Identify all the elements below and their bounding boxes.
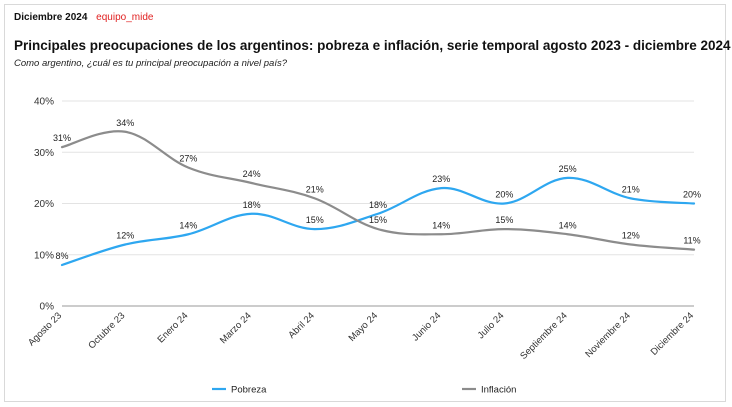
x-tick-label: Noviembre 24 bbox=[583, 310, 633, 360]
x-tick-label: Octubre 23 bbox=[86, 310, 127, 351]
x-tick-label: Agosto 23 bbox=[26, 310, 64, 348]
data-label: 24% bbox=[243, 169, 261, 179]
series-line-inflacion bbox=[60, 130, 696, 251]
data-label: 15% bbox=[306, 215, 324, 225]
data-label: 20% bbox=[495, 190, 513, 200]
data-label: 14% bbox=[179, 220, 197, 230]
y-tick-label: 10% bbox=[34, 250, 54, 261]
chart-title: Principales preocupaciones de los argent… bbox=[14, 38, 731, 53]
legend-label: Pobreza bbox=[231, 385, 267, 396]
legend-label: Inflación bbox=[481, 385, 516, 396]
chart-subtitle: Como argentino, ¿cuál es tu principal pr… bbox=[14, 58, 288, 69]
data-label: 14% bbox=[432, 220, 450, 230]
x-tick-label: Marzo 24 bbox=[218, 310, 254, 346]
data-label: 8% bbox=[55, 251, 68, 261]
x-tick-label: Septiembre 24 bbox=[518, 310, 569, 361]
header-date: Diciembre 2024 bbox=[14, 12, 88, 23]
data-label: 11% bbox=[683, 236, 700, 246]
data-label: 23% bbox=[432, 174, 450, 184]
x-tick-label: Enero 24 bbox=[155, 310, 190, 345]
y-tick-label: 20% bbox=[34, 199, 54, 210]
y-tick-label: 30% bbox=[34, 148, 54, 159]
series-line-pobreza bbox=[60, 176, 696, 267]
data-label: 27% bbox=[179, 154, 197, 164]
data-label: 15% bbox=[369, 215, 387, 225]
header-brand: equipo_mide bbox=[96, 12, 154, 23]
data-label: 25% bbox=[559, 164, 577, 174]
x-tick-label: Abril 24 bbox=[286, 310, 317, 341]
data-label: 31% bbox=[53, 133, 71, 143]
header: Diciembre 2024 equipo_mide bbox=[14, 12, 153, 23]
data-label: 12% bbox=[622, 231, 640, 241]
data-label: 34% bbox=[116, 118, 134, 128]
data-label: 18% bbox=[243, 200, 261, 210]
data-label: 12% bbox=[116, 231, 134, 241]
x-tick-label: Mayo 24 bbox=[347, 310, 381, 344]
data-label: 21% bbox=[622, 184, 640, 194]
data-label: 20% bbox=[683, 190, 701, 200]
x-tick-label: Junio 24 bbox=[410, 310, 443, 343]
data-label: 15% bbox=[495, 215, 513, 225]
data-label: 14% bbox=[559, 220, 577, 230]
x-tick-label: Julio 24 bbox=[476, 310, 507, 341]
y-tick-label: 0% bbox=[40, 302, 55, 313]
data-label: 18% bbox=[369, 200, 387, 210]
data-label: 21% bbox=[306, 184, 324, 194]
x-tick-label: Diciembre 24 bbox=[649, 310, 696, 357]
y-tick-label: 40% bbox=[34, 97, 54, 108]
